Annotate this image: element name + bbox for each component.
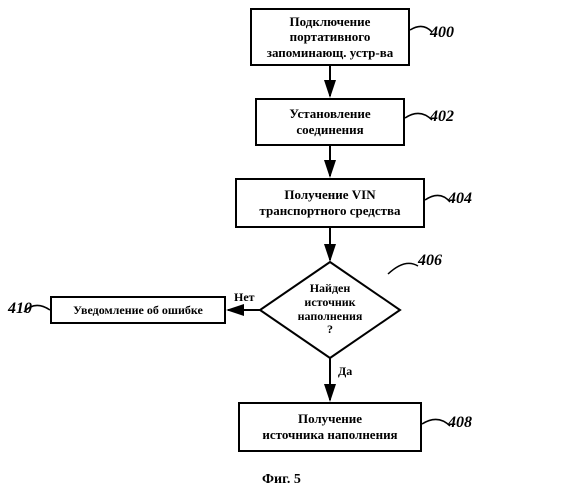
node-text: источника наполнения (262, 427, 397, 443)
edge-label-yes: Да (338, 364, 352, 379)
node-label-402: 402 (430, 108, 454, 126)
node-text: портативного (290, 29, 371, 45)
node-text: ? (280, 323, 380, 337)
node-label-406: 406 (418, 252, 442, 270)
process-get-vin: Получение VIN транспортного средства (235, 178, 425, 228)
edge-label-no: Нет (234, 290, 255, 305)
process-error-notification: Уведомление об ошибке (50, 296, 226, 324)
figure-caption: Фиг. 5 (262, 472, 301, 488)
process-establish-connection: Установление соединения (255, 98, 405, 146)
process-connect-device: Подключение портативного запоминающ. уст… (250, 8, 410, 66)
node-label-400: 400 (430, 24, 454, 42)
process-get-source: Получение источника наполнения (238, 402, 422, 452)
node-text: Подключение (290, 14, 371, 30)
node-text: Найден (280, 282, 380, 296)
node-label-408: 408 (448, 414, 472, 432)
node-text: запоминающ. устр-ва (267, 45, 394, 61)
node-text: Установление (289, 106, 370, 122)
node-label-410: 410 (8, 300, 32, 318)
node-text: источник (280, 296, 380, 310)
node-text: Получение VIN (284, 187, 375, 203)
node-text: транспортного средства (259, 203, 400, 219)
node-text: Уведомление об ошибке (73, 303, 203, 317)
node-text: соединения (296, 122, 363, 138)
node-text: наполнения (280, 310, 380, 324)
flowchart-container: Подключение портативного запоминающ. уст… (0, 0, 568, 500)
node-label-404: 404 (448, 190, 472, 208)
node-text: Получение (298, 411, 362, 427)
decision-source-found: Найден источник наполнения ? (280, 282, 380, 337)
